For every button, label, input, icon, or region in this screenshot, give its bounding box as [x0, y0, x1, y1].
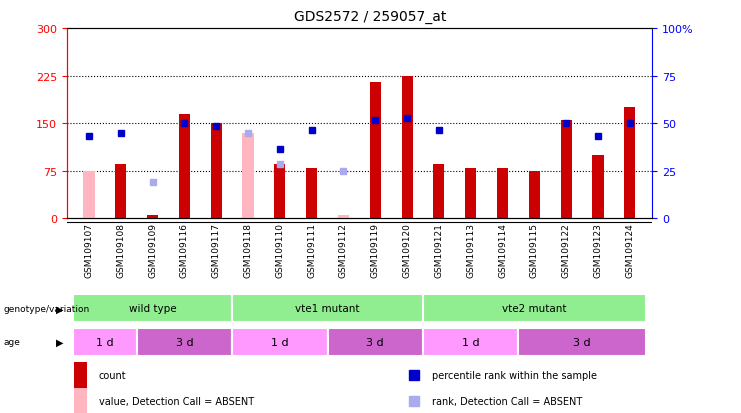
Text: ▶: ▶: [56, 337, 63, 347]
Bar: [561, 121, 572, 219]
Text: 1 d: 1 d: [96, 337, 113, 347]
Bar: [147, 216, 158, 219]
Bar: [624, 108, 635, 219]
Text: GSM109123: GSM109123: [594, 222, 602, 277]
Bar: [529, 171, 540, 219]
Bar: [370, 83, 381, 219]
Text: genotype/variation: genotype/variation: [4, 304, 90, 313]
Bar: [592, 156, 604, 219]
Bar: [497, 168, 508, 219]
Text: count: count: [99, 370, 126, 380]
Bar: [210, 124, 222, 219]
Text: age: age: [4, 337, 21, 346]
Text: ▶: ▶: [56, 304, 63, 314]
Text: 3 d: 3 d: [367, 337, 384, 347]
Text: GSM109119: GSM109119: [370, 222, 380, 277]
Text: GSM109110: GSM109110: [276, 222, 285, 277]
Bar: [274, 165, 285, 219]
Text: GSM109114: GSM109114: [498, 222, 507, 277]
Text: GSM109112: GSM109112: [339, 222, 348, 277]
Text: GSM109111: GSM109111: [308, 222, 316, 277]
Bar: [232, 295, 423, 323]
Text: GSM109122: GSM109122: [562, 222, 571, 277]
Text: GSM109113: GSM109113: [466, 222, 475, 277]
Text: GSM109124: GSM109124: [625, 222, 634, 277]
Text: vte2 mutant: vte2 mutant: [502, 304, 567, 314]
Text: value, Detection Call = ABSENT: value, Detection Call = ABSENT: [99, 396, 253, 406]
Text: vte1 mutant: vte1 mutant: [296, 304, 360, 314]
Bar: [74, 388, 87, 413]
Bar: [232, 328, 328, 356]
Text: GSM109120: GSM109120: [402, 222, 411, 277]
Text: GSM109121: GSM109121: [434, 222, 443, 277]
Bar: [115, 165, 127, 219]
Bar: [423, 328, 519, 356]
Bar: [519, 328, 645, 356]
Text: GSM109116: GSM109116: [180, 222, 189, 277]
Text: 1 d: 1 d: [462, 337, 479, 347]
Text: 3 d: 3 d: [176, 337, 193, 347]
Bar: [338, 216, 349, 219]
Bar: [423, 295, 645, 323]
Bar: [179, 114, 190, 219]
Text: GSM109118: GSM109118: [244, 222, 253, 277]
Text: 3 d: 3 d: [574, 337, 591, 347]
Text: GSM109117: GSM109117: [212, 222, 221, 277]
Text: GSM109109: GSM109109: [148, 222, 157, 277]
Bar: [74, 363, 87, 388]
Text: GSM109107: GSM109107: [84, 222, 93, 277]
Bar: [433, 165, 445, 219]
Bar: [242, 133, 253, 219]
Text: GSM109115: GSM109115: [530, 222, 539, 277]
Bar: [84, 171, 95, 219]
Bar: [465, 168, 476, 219]
Bar: [306, 168, 317, 219]
Bar: [328, 328, 423, 356]
Text: percentile rank within the sample: percentile rank within the sample: [432, 370, 597, 380]
Bar: [73, 328, 136, 356]
Text: wild type: wild type: [129, 304, 176, 314]
Text: GDS2572 / 259057_at: GDS2572 / 259057_at: [294, 10, 447, 24]
Text: GSM109108: GSM109108: [116, 222, 125, 277]
Text: 1 d: 1 d: [271, 337, 289, 347]
Text: rank, Detection Call = ABSENT: rank, Detection Call = ABSENT: [432, 396, 582, 406]
Bar: [73, 295, 232, 323]
Bar: [402, 76, 413, 219]
Bar: [136, 328, 232, 356]
